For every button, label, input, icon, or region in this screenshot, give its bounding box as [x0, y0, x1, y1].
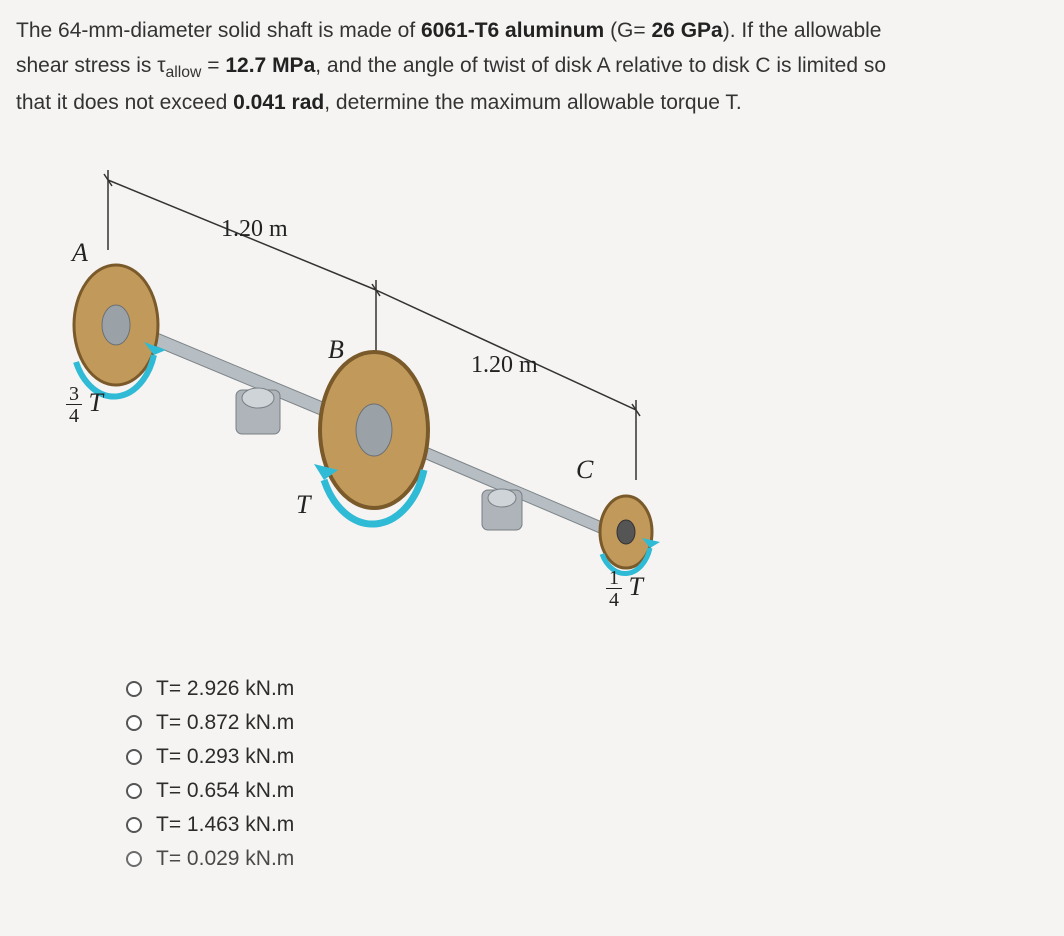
- text: , and the angle of twist of disk A relat…: [315, 54, 886, 77]
- radio-icon[interactable]: [126, 715, 142, 731]
- radio-icon[interactable]: [126, 681, 142, 697]
- answer-options: T= 2.926 kN.m T= 0.872 kN.m T= 0.293 kN.…: [126, 672, 1048, 876]
- torque-symbol: T: [622, 572, 643, 601]
- allowable-stress: 12.7 MPa: [225, 54, 315, 77]
- radio-icon[interactable]: [126, 749, 142, 765]
- option-label: T= 0.654 kN.m: [156, 779, 294, 803]
- dimension-ab: 1.20 m: [221, 216, 288, 243]
- torque-symbol: T: [82, 388, 103, 417]
- material: 6061-T6 aluminum: [421, 19, 604, 42]
- torque-a-label: 34 T: [66, 384, 103, 427]
- text: The 64-mm-diameter solid shaft is made o…: [16, 19, 421, 42]
- shear-modulus: 26 GPa: [652, 19, 723, 42]
- option-6[interactable]: T= 0.029 kN.m: [126, 842, 1048, 876]
- option-5[interactable]: T= 1.463 kN.m: [126, 808, 1048, 842]
- point-c-label: C: [576, 455, 593, 485]
- problem-statement: The 64-mm-diameter solid shaft is made o…: [16, 14, 1036, 120]
- frac-den: 4: [606, 589, 622, 611]
- shaft-diagram: 1.20 m 1.20 m A B C 34 T T 14 T: [36, 130, 756, 670]
- frac-num: 1: [606, 568, 622, 589]
- option-label: T= 0.293 kN.m: [156, 745, 294, 769]
- radio-icon[interactable]: [126, 783, 142, 799]
- twist-limit: 0.041 rad: [233, 91, 324, 114]
- torque-b-label: T: [296, 490, 310, 520]
- option-label: T= 1.463 kN.m: [156, 813, 294, 837]
- shaft-svg: [36, 130, 756, 670]
- text: that it does not exceed: [16, 91, 233, 114]
- tau-subscript: allow: [166, 64, 202, 81]
- option-label: T= 0.872 kN.m: [156, 711, 294, 735]
- option-1[interactable]: T= 2.926 kN.m: [126, 672, 1048, 706]
- text: (G=: [604, 19, 651, 42]
- radio-icon[interactable]: [126, 851, 142, 867]
- text: =: [201, 54, 225, 77]
- option-label: T= 0.029 kN.m: [156, 847, 294, 871]
- text: ). If the allowable: [723, 19, 882, 42]
- option-2[interactable]: T= 0.872 kN.m: [126, 706, 1048, 740]
- text: shear stress is τ: [16, 54, 166, 77]
- option-3[interactable]: T= 0.293 kN.m: [126, 740, 1048, 774]
- option-label: T= 2.926 kN.m: [156, 677, 294, 701]
- point-b-label: B: [328, 335, 344, 365]
- point-a-label: A: [72, 238, 88, 268]
- torque-c-label: 14 T: [606, 568, 643, 611]
- option-4[interactable]: T= 0.654 kN.m: [126, 774, 1048, 808]
- frac-num: 3: [66, 384, 82, 405]
- radio-icon[interactable]: [126, 817, 142, 833]
- text: , determine the maximum allowable torque…: [324, 91, 741, 114]
- frac-den: 4: [66, 405, 82, 427]
- dimension-bc: 1.20 m: [471, 352, 538, 379]
